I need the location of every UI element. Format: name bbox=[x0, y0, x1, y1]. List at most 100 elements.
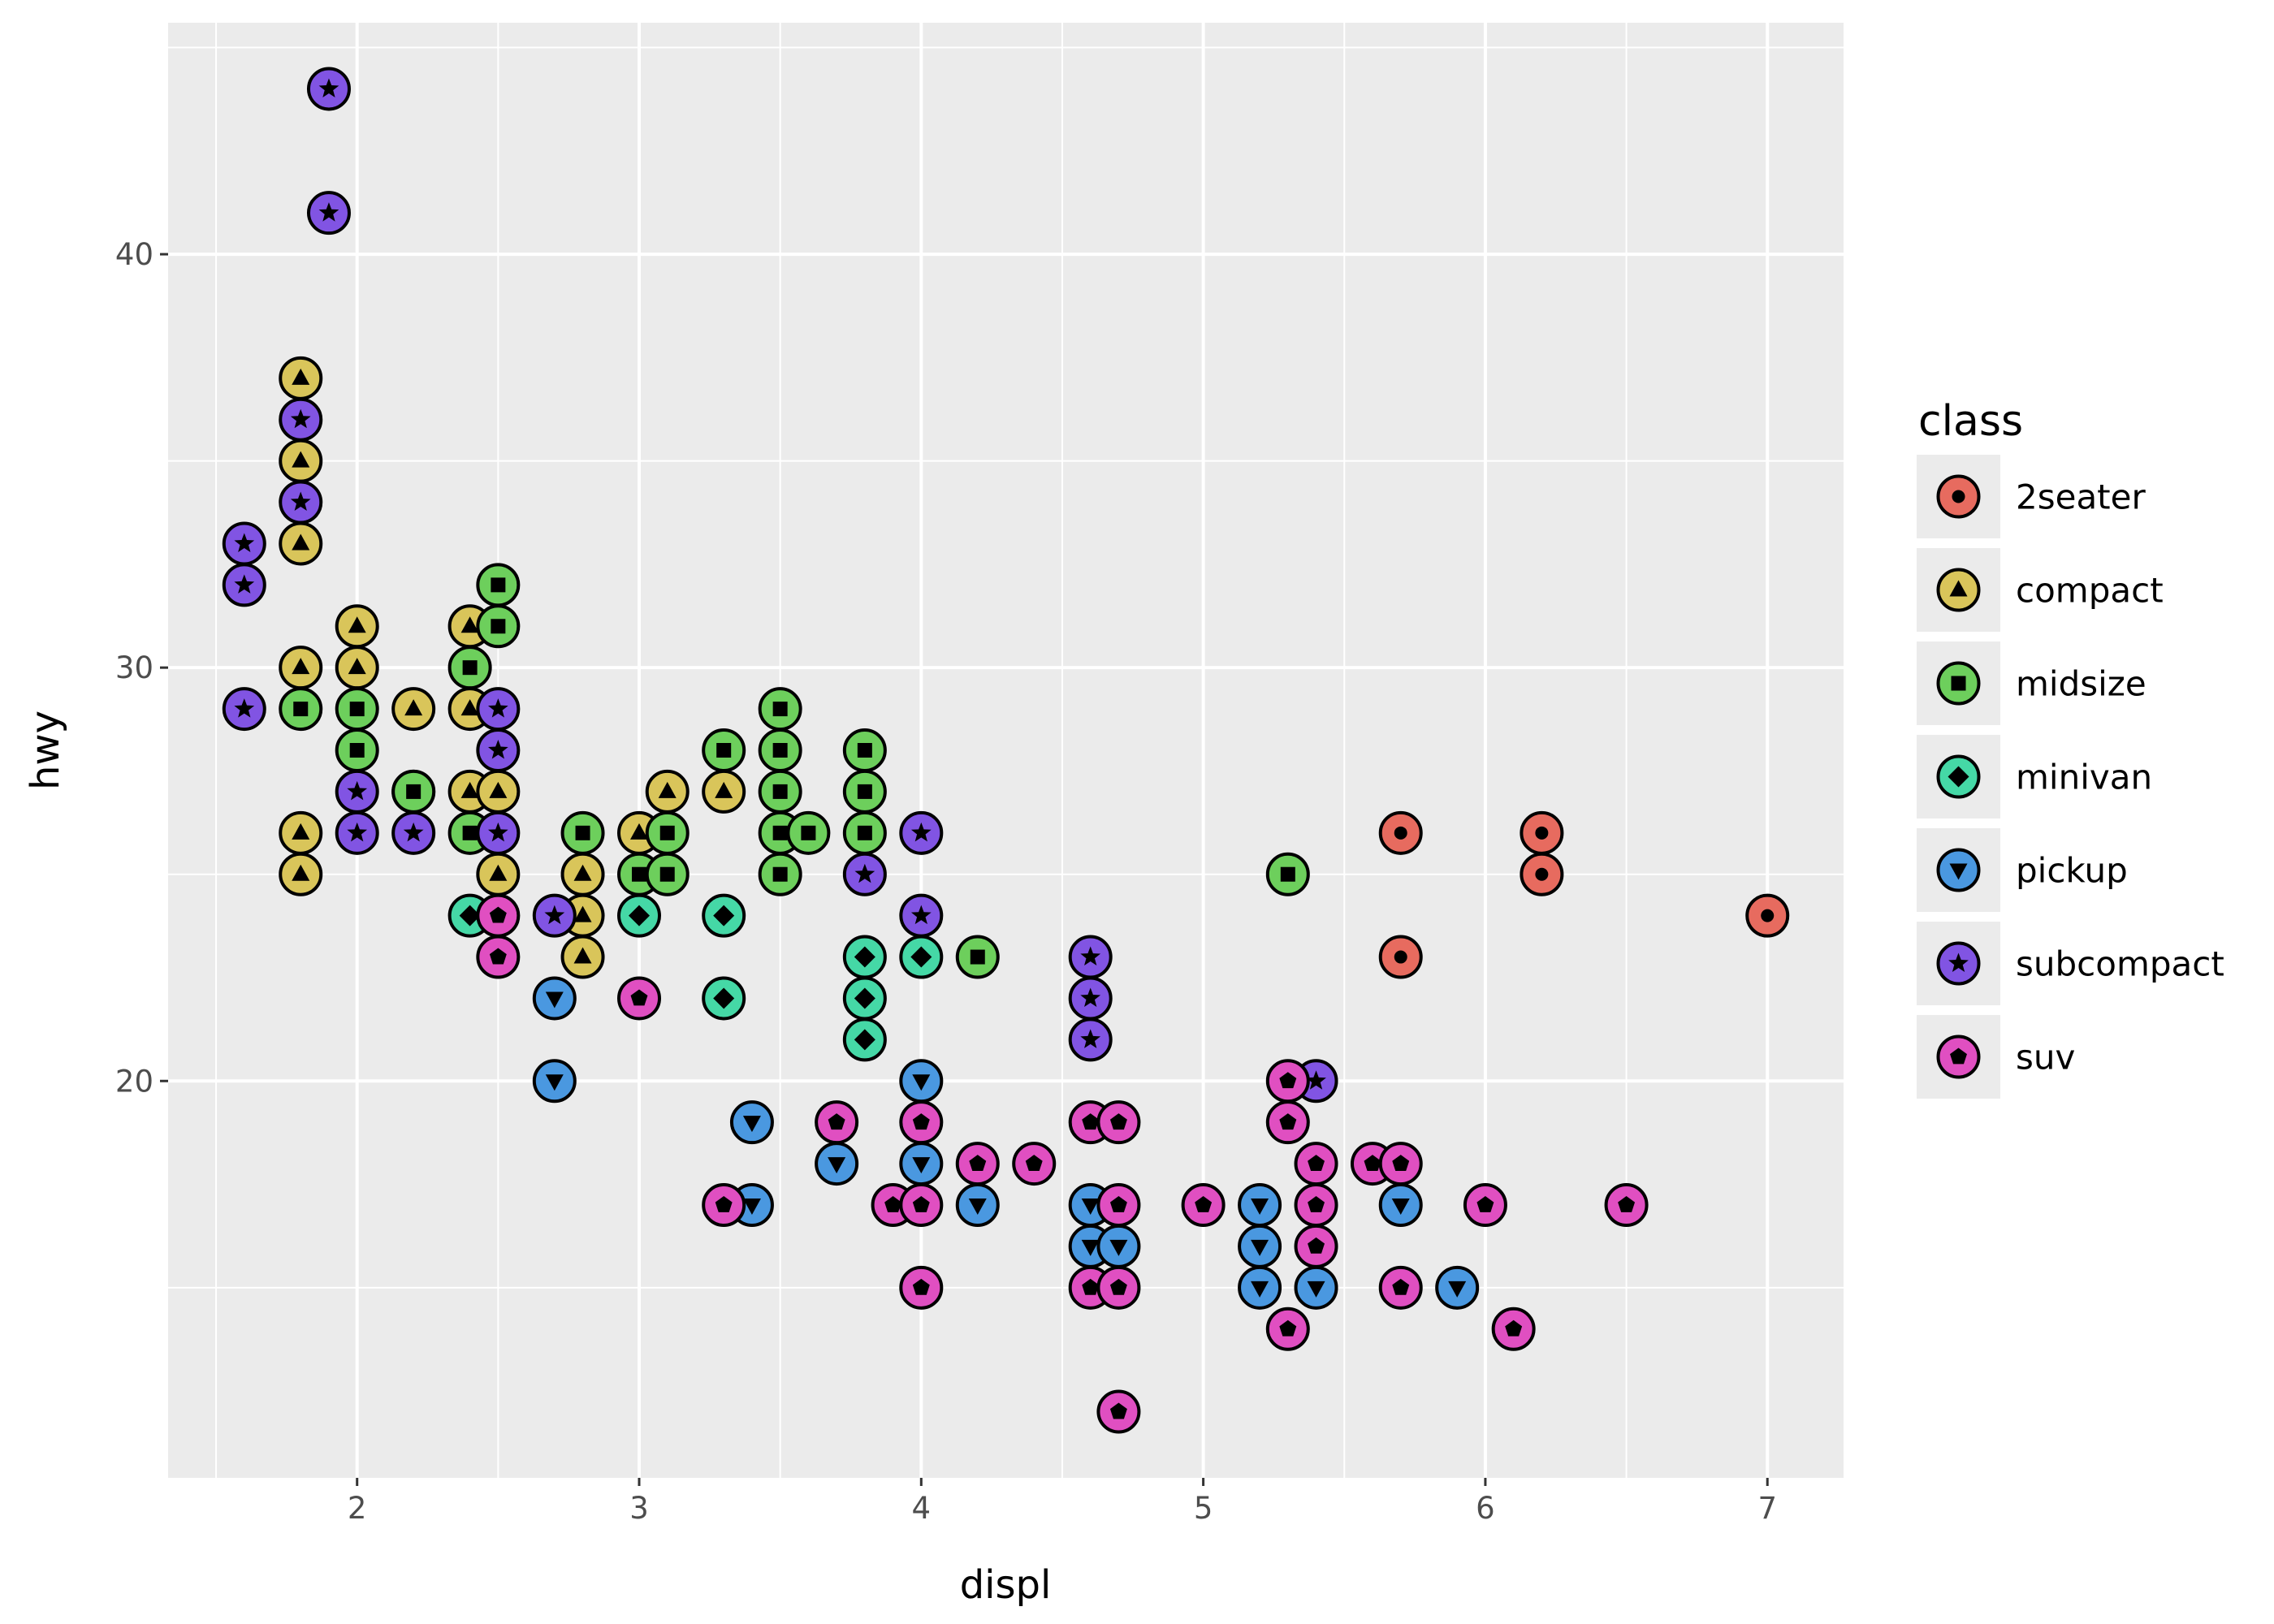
data-point-2seater bbox=[1520, 852, 1564, 896]
data-point-subcompact bbox=[1068, 935, 1113, 979]
data-point-compact bbox=[476, 769, 521, 814]
data-point-suv bbox=[476, 893, 521, 938]
marker-glyph bbox=[1308, 1196, 1325, 1212]
data-point-pickup bbox=[1238, 1265, 1282, 1310]
marker-glyph bbox=[1618, 1196, 1636, 1212]
data-point-subcompact bbox=[532, 893, 577, 938]
marker-glyph bbox=[318, 78, 339, 97]
marker-glyph bbox=[544, 905, 565, 925]
marker-glyph bbox=[1081, 1239, 1100, 1256]
data-point-pickup bbox=[532, 1059, 577, 1104]
marker-glyph bbox=[489, 781, 508, 798]
y-tick-label: 20 bbox=[115, 1064, 153, 1099]
marker-glyph bbox=[1476, 1196, 1494, 1212]
data-point-subcompact bbox=[222, 687, 266, 732]
marker-glyph bbox=[1279, 1072, 1297, 1089]
marker-glyph bbox=[1761, 909, 1775, 922]
data-point-midsize bbox=[560, 810, 605, 855]
marker-glyph bbox=[292, 368, 310, 385]
data-point-midsize bbox=[842, 769, 887, 814]
data-point-midsize bbox=[702, 728, 746, 772]
marker-glyph bbox=[772, 866, 788, 882]
marker-glyph bbox=[573, 905, 592, 922]
data-point-minivan bbox=[842, 1017, 887, 1062]
marker-glyph bbox=[1109, 1113, 1127, 1130]
data-point-compact bbox=[279, 646, 323, 690]
marker-glyph bbox=[1082, 1113, 1100, 1130]
data-point-midsize bbox=[391, 769, 436, 814]
marker-glyph bbox=[715, 1196, 733, 1212]
marker-glyph bbox=[1448, 1281, 1467, 1298]
marker-glyph bbox=[349, 702, 365, 717]
data-point-suv bbox=[1294, 1142, 1338, 1186]
legend-item-suv: suv bbox=[1917, 1015, 2075, 1099]
data-point-midsize bbox=[758, 687, 802, 732]
data-point-suv bbox=[1096, 1265, 1141, 1310]
marker-glyph bbox=[1080, 1029, 1101, 1048]
marker-glyph bbox=[1308, 1155, 1325, 1171]
marker-glyph bbox=[801, 825, 816, 840]
marker-glyph bbox=[292, 451, 310, 468]
marker-glyph bbox=[292, 533, 310, 551]
grid-major bbox=[168, 23, 1844, 1478]
marker-glyph bbox=[1392, 1155, 1410, 1171]
data-points bbox=[222, 67, 1790, 1434]
marker-glyph bbox=[234, 533, 255, 552]
marker-glyph bbox=[828, 1113, 845, 1130]
marker-glyph bbox=[742, 1116, 761, 1133]
marker-glyph bbox=[545, 991, 564, 1009]
data-point-suv bbox=[1294, 1183, 1338, 1227]
y-tick-label: 30 bbox=[115, 650, 153, 685]
data-point-subcompact bbox=[476, 728, 521, 772]
marker-glyph bbox=[1948, 952, 1969, 973]
data-point-midsize bbox=[1265, 852, 1310, 896]
marker-glyph bbox=[1080, 946, 1101, 966]
data-point-suv bbox=[1294, 1224, 1338, 1268]
marker-glyph bbox=[1251, 1281, 1269, 1298]
marker-glyph bbox=[290, 408, 311, 429]
marker-glyph bbox=[348, 616, 366, 633]
data-point-suv bbox=[1604, 1183, 1649, 1227]
data-point-subcompact bbox=[842, 852, 887, 896]
data-point-midsize bbox=[447, 646, 492, 690]
marker-glyph bbox=[968, 1199, 987, 1215]
marker-glyph bbox=[713, 987, 735, 1009]
marker-glyph bbox=[969, 1155, 987, 1171]
data-point-compact bbox=[279, 521, 323, 566]
data-point-suv bbox=[899, 1100, 944, 1145]
marker-glyph bbox=[828, 1157, 846, 1174]
marker-glyph bbox=[1535, 867, 1549, 881]
data-point-suv bbox=[1378, 1142, 1423, 1186]
data-point-subcompact bbox=[899, 893, 944, 938]
data-point-suv bbox=[1265, 1100, 1310, 1145]
data-point-minivan bbox=[842, 935, 887, 979]
marker-glyph bbox=[487, 740, 508, 759]
legend-label: minivan bbox=[2016, 758, 2152, 797]
data-point-pickup bbox=[729, 1100, 774, 1145]
marker-glyph bbox=[910, 905, 932, 925]
marker-glyph bbox=[292, 864, 310, 881]
marker-glyph bbox=[489, 906, 507, 923]
marker-glyph bbox=[1535, 826, 1549, 840]
data-point-pickup bbox=[1096, 1224, 1141, 1268]
marker-glyph bbox=[293, 702, 309, 717]
marker-glyph bbox=[403, 822, 424, 842]
data-point-compact bbox=[391, 687, 436, 732]
legend-item-pickup: pickup bbox=[1917, 828, 2128, 912]
marker-glyph bbox=[658, 781, 677, 798]
marker-glyph bbox=[292, 658, 310, 675]
data-point-subcompact bbox=[306, 67, 351, 111]
x-axis-title: displ bbox=[960, 1562, 1052, 1608]
marker-glyph bbox=[910, 822, 932, 842]
marker-glyph bbox=[234, 698, 255, 718]
data-point-suv bbox=[1012, 1142, 1057, 1186]
x-tick-label: 3 bbox=[629, 1491, 649, 1526]
marker-glyph bbox=[489, 948, 507, 965]
marker-glyph bbox=[1364, 1155, 1381, 1171]
x-tick-label: 4 bbox=[912, 1491, 932, 1526]
data-point-midsize bbox=[476, 563, 521, 607]
marker-glyph bbox=[1279, 1113, 1297, 1130]
data-point-subcompact bbox=[1068, 1017, 1113, 1062]
marker-glyph bbox=[1394, 950, 1407, 964]
marker-glyph bbox=[1951, 676, 1966, 691]
